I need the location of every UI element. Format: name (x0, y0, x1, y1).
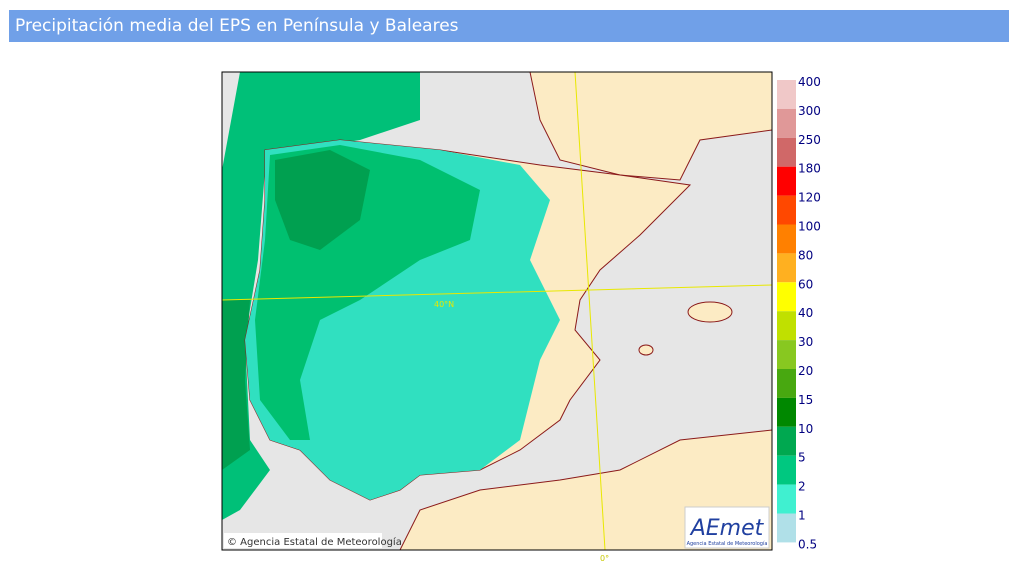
legend-swatch (777, 137, 796, 167)
legend-swatch (777, 369, 796, 398)
legend-label: 1 (798, 509, 806, 523)
legend-swatch (777, 195, 796, 225)
legend-label: 180 (798, 162, 821, 176)
legend-swatch (777, 224, 796, 254)
legend-label: 0.5 (798, 537, 817, 551)
legend-label: 100 (798, 220, 821, 234)
legend-label: 250 (798, 133, 821, 147)
legend-swatch (777, 484, 796, 514)
legend-swatch (777, 253, 796, 283)
legend-swatch (777, 282, 796, 312)
legend-label: 120 (798, 191, 821, 205)
credit: © Agencia Estatal de Meteorología (227, 536, 402, 548)
legend: 400 300 250 180 120 100 80 60 40 30 20 15 10 5 2 1 0.5 (777, 75, 821, 551)
legend-swatch (777, 397, 796, 427)
legend-label: 20 (798, 364, 813, 378)
latitude-label: 40°N (434, 300, 454, 309)
legend-label: 80 (798, 248, 813, 262)
logo-subtitle: Agencia Estatal de Meteorología (687, 540, 768, 547)
legend-swatch (777, 513, 796, 543)
header-title: Precipitación media del EPS en Península… (9, 10, 1009, 42)
legend-label: 5 (798, 451, 806, 465)
legend-swatch (777, 108, 796, 138)
legend-swatch (777, 455, 796, 485)
legend-label: 300 (798, 104, 821, 118)
legend-label: 15 (798, 393, 813, 407)
legend-swatch (777, 166, 796, 196)
legend-label: 400 (798, 75, 821, 89)
map: 40°N (222, 72, 772, 550)
meridian-label: 0° (600, 554, 609, 563)
legend-label: 40 (798, 306, 813, 320)
legend-swatch (777, 80, 796, 109)
legend-label: 10 (798, 422, 813, 436)
legend-swatch (777, 340, 796, 369)
legend-label: 2 (798, 480, 806, 494)
legend-label: 30 (798, 335, 813, 349)
legend-swatch (777, 426, 796, 456)
legend-swatch (777, 311, 796, 341)
legend-label: 60 (798, 277, 813, 291)
logo: AEmet (689, 516, 765, 541)
